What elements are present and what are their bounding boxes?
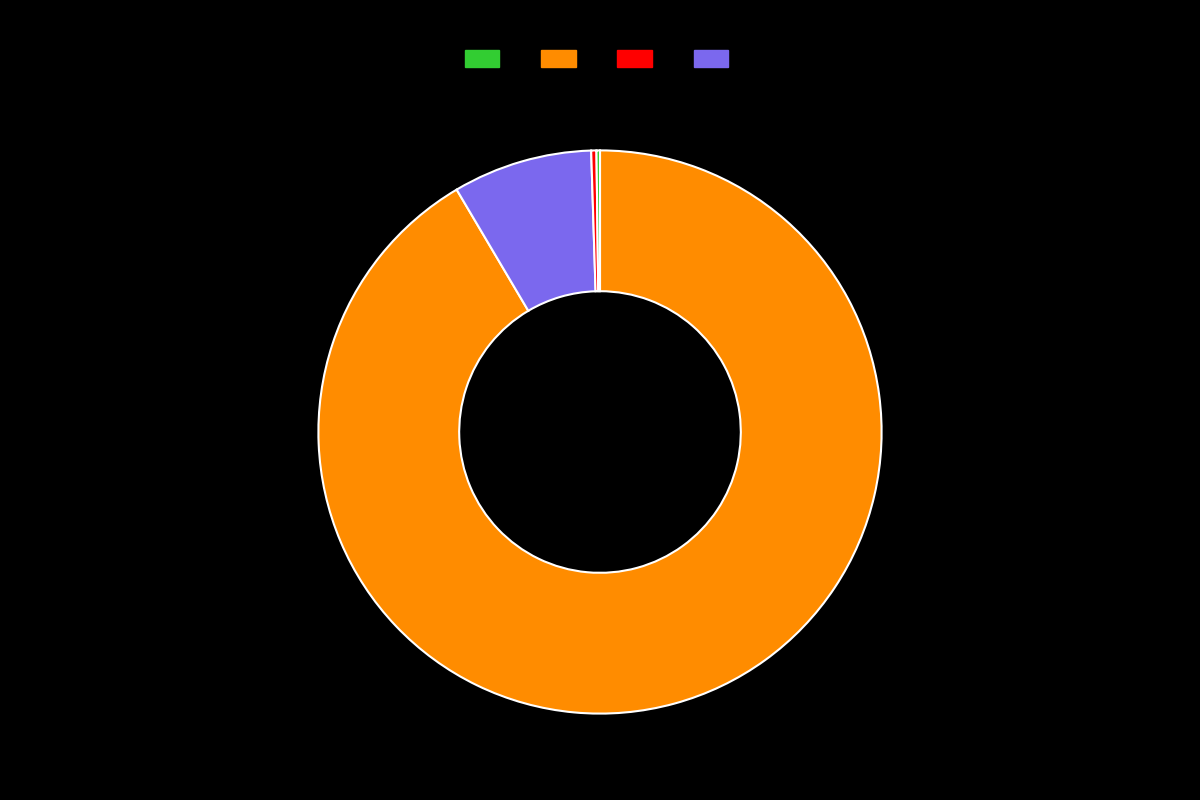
Wedge shape xyxy=(318,150,882,714)
Wedge shape xyxy=(592,150,599,291)
Wedge shape xyxy=(596,150,600,291)
Legend: , , , : , , , xyxy=(460,45,740,73)
Wedge shape xyxy=(457,150,595,311)
